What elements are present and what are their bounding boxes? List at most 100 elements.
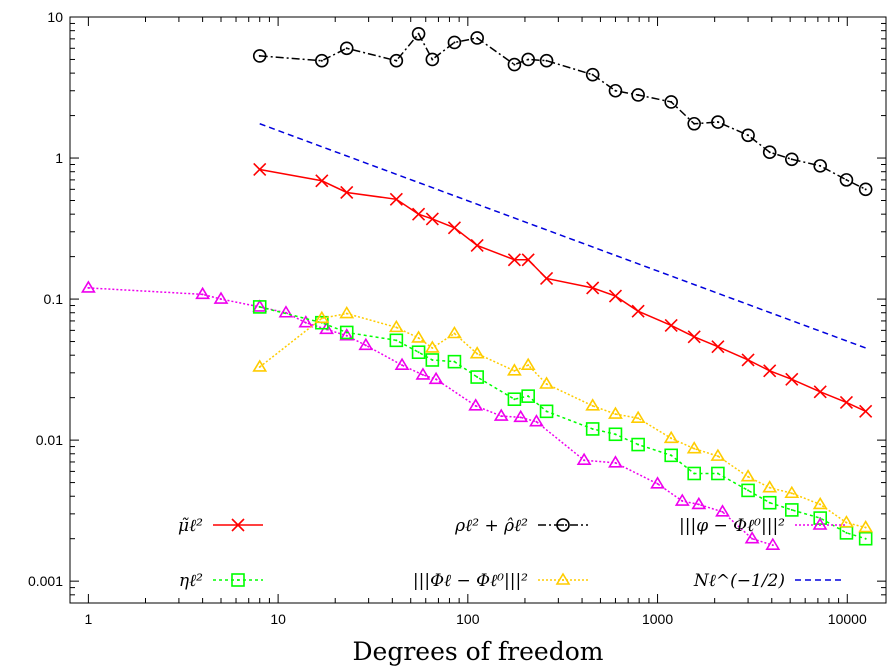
triangle-marker-shape <box>710 448 726 461</box>
triangle-marker-dot <box>614 461 617 464</box>
circle-marker-ring <box>631 88 645 102</box>
cross-marker-stroke <box>470 238 484 253</box>
square-marker-box <box>389 333 404 348</box>
circle-marker <box>711 115 725 129</box>
cross-marker-stroke <box>859 404 873 418</box>
triangle-marker-shape <box>469 346 485 359</box>
triangle-marker <box>812 517 828 530</box>
triangle-marker <box>740 469 756 482</box>
circle-marker-ring <box>585 67 600 82</box>
triangle-marker <box>513 409 529 423</box>
square-marker-dot <box>545 410 548 413</box>
triangle-marker-shape <box>468 398 484 411</box>
cross-marker <box>631 304 645 318</box>
series-1 <box>252 27 873 197</box>
circle-marker <box>664 95 678 109</box>
square-marker <box>425 353 440 367</box>
triangle-marker-shape <box>762 480 778 493</box>
square-marker <box>447 354 462 369</box>
square-marker-box <box>521 389 535 403</box>
triangle-marker-shape <box>691 496 707 510</box>
circle-marker-ring <box>470 31 484 45</box>
circle-marker-ring <box>741 128 755 143</box>
circle-marker-dot <box>453 41 456 44</box>
triangle-marker <box>539 376 554 389</box>
triangle-marker-shape <box>608 455 623 468</box>
square-marker <box>252 300 267 314</box>
triangle-marker <box>424 340 440 353</box>
triangle-marker-dot <box>474 404 477 407</box>
square-marker-dot <box>864 537 867 540</box>
triangle-marker-shape <box>428 371 444 385</box>
square-marker <box>784 503 799 517</box>
legend-item: μ̃ℓ² <box>178 516 263 536</box>
triangle-marker-dot <box>201 293 204 296</box>
square-marker-dot <box>476 376 479 379</box>
circle-marker-dot <box>320 59 323 62</box>
triangle-marker-dot <box>716 455 719 458</box>
cross-marker <box>711 340 725 354</box>
legend-label: μ̃ℓ² <box>178 516 203 536</box>
square-marker-dot <box>258 305 261 308</box>
circle-marker-ring <box>339 41 354 56</box>
square-marker-dot <box>693 472 696 475</box>
square-marker <box>762 495 777 510</box>
square-marker-box <box>231 573 245 587</box>
circle-marker-dot <box>417 32 420 35</box>
cross-marker <box>425 212 439 226</box>
triangle-marker-dot <box>519 416 522 419</box>
triangle-marker-dot <box>476 352 479 355</box>
triangle-marker-shape <box>630 410 646 424</box>
triangle-marker-dot <box>771 544 774 547</box>
triangle-marker <box>585 398 601 411</box>
plot-frame <box>69 16 887 604</box>
triangle-marker-dot <box>401 364 404 367</box>
cross-marker-stroke <box>507 253 521 267</box>
triangle-marker-shape <box>674 493 690 506</box>
triangle-marker-dot <box>527 364 530 367</box>
cross-marker-stroke <box>539 271 554 286</box>
legend-item: Nℓ^(−1/2) <box>693 571 845 591</box>
x-tick-label: 1000 <box>642 611 673 627</box>
square-marker-dot <box>431 358 434 361</box>
circle-marker-ring <box>425 52 440 67</box>
triangle-marker <box>691 496 707 510</box>
triangle-marker-dot <box>583 459 586 462</box>
triangle-marker-shape <box>740 469 756 482</box>
legend-item: |||φ − Φℓ⁰|||² <box>679 516 845 536</box>
cross-marker <box>741 353 755 367</box>
circle-marker-dot <box>527 58 530 61</box>
square-marker-dot <box>527 395 530 398</box>
circle-marker-ring <box>608 83 623 98</box>
square-marker-dot <box>670 454 673 457</box>
cross-marker <box>447 221 462 235</box>
square-marker-box <box>411 345 426 360</box>
x-tick-label: 1 <box>84 611 92 627</box>
triangle-marker-shape <box>576 452 592 466</box>
triangle-marker <box>428 371 444 385</box>
triangle-marker <box>663 430 679 444</box>
cross-marker <box>539 271 554 286</box>
circle-marker <box>687 116 701 131</box>
triangle-marker <box>576 452 592 466</box>
cross-marker <box>813 385 827 399</box>
triangle-marker-shape <box>650 476 665 489</box>
square-marker <box>389 333 404 348</box>
circle-marker <box>470 31 484 45</box>
square-marker-box <box>252 300 267 314</box>
square-marker-dot <box>614 433 617 436</box>
square-marker <box>507 392 522 407</box>
circle-marker-ring <box>664 95 678 109</box>
cross-marker-stroke <box>763 364 777 378</box>
circle-marker-dot <box>693 122 696 125</box>
circle-marker <box>585 67 600 82</box>
series-line <box>88 287 774 546</box>
circle-marker-dot <box>513 63 516 66</box>
triangle-marker-shape <box>195 286 211 300</box>
triangle-marker <box>520 357 536 370</box>
circle-marker <box>521 52 535 67</box>
triangle-marker <box>468 398 484 411</box>
x-axis-label: Degrees of freedom <box>353 637 604 666</box>
triangle-marker-dot <box>421 373 424 376</box>
circle-marker-dot <box>345 47 348 50</box>
